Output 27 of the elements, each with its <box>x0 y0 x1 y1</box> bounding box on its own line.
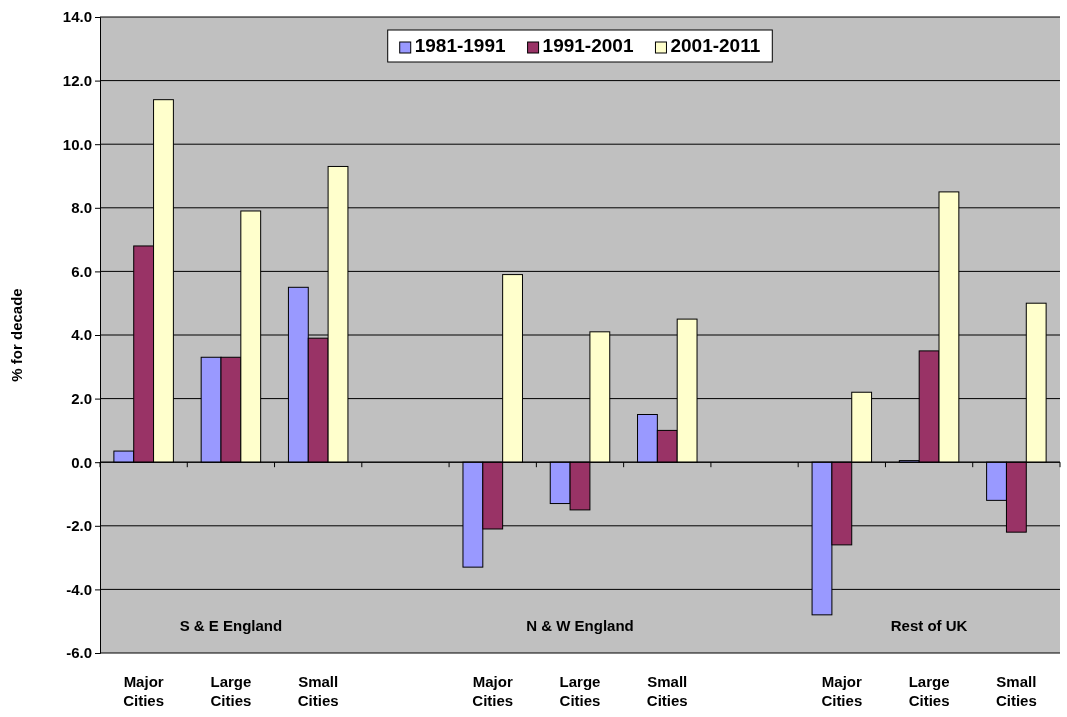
x-tick-label: Major Cities <box>123 673 165 709</box>
y-tick-label: -6.0 <box>66 644 92 662</box>
x-tick-label: Small Cities <box>646 673 688 709</box>
x-tick-label: Major Cities <box>821 673 863 709</box>
y-tick-label: 4.0 <box>71 326 92 344</box>
annotation: Rest of UK <box>890 617 968 634</box>
x-tick-label: Small Cities <box>995 673 1037 709</box>
annotation: S & E England <box>179 617 283 634</box>
y-tick-label: 14.0 <box>62 8 92 26</box>
legend-label: 2001-2011 <box>670 35 761 56</box>
x-tick-label: Major Cities <box>472 673 514 709</box>
y-tick-label: 6.0 <box>71 262 92 280</box>
x-tick-label: Large Cities <box>908 673 950 709</box>
y-tick-label: -2.0 <box>66 517 92 535</box>
y-tick-label: 0.0 <box>71 453 92 471</box>
x-tick-label: Large Cities <box>210 673 252 709</box>
legend-label: 1981-1991 <box>414 35 507 56</box>
y-tick-label: -4.0 <box>66 580 92 598</box>
y-tick-label: 12.0 <box>62 71 92 89</box>
y-axis-title: % for decade <box>8 288 25 382</box>
x-tick-label: Large Cities <box>559 673 601 709</box>
x-tick-label: Small Cities <box>297 673 339 709</box>
annotation: N & W England <box>526 617 634 634</box>
legend-label: 1991-2001 <box>542 35 634 56</box>
y-tick-label: 2.0 <box>71 389 92 407</box>
y-tick-label: 10.0 <box>62 135 92 153</box>
y-tick-label: 8.0 <box>71 199 92 217</box>
